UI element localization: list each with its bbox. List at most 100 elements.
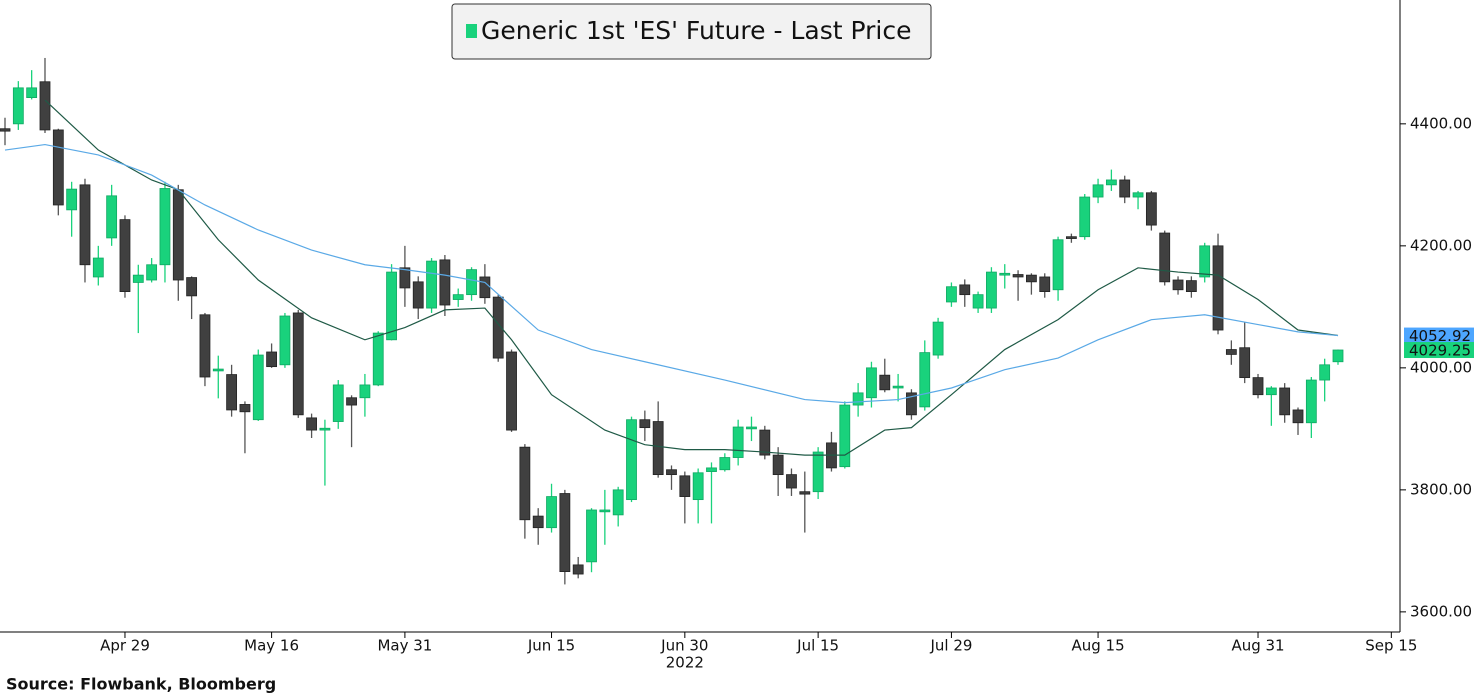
moving-average xyxy=(44,99,1339,456)
candle-body xyxy=(892,385,904,389)
candle-body xyxy=(612,489,624,516)
source: Source: Flowbank, Bloomberg xyxy=(6,675,276,694)
candle-body xyxy=(879,374,891,391)
candle-body xyxy=(1185,280,1197,292)
candle-body xyxy=(746,426,757,430)
candle-body xyxy=(319,427,331,431)
x-tick-label: Jun 30 xyxy=(660,637,708,655)
y-tick-label: 4200.00 xyxy=(1410,236,1472,254)
x-tick-label: Sep 15 xyxy=(1365,637,1417,655)
candle-body xyxy=(79,184,91,266)
candle-body xyxy=(132,274,144,283)
candle-body xyxy=(1052,239,1064,291)
candle-body xyxy=(186,277,198,297)
candle-body xyxy=(466,269,477,296)
candle-body xyxy=(852,392,864,406)
x-tick-label: Apr 29 xyxy=(100,637,150,655)
candle-body xyxy=(559,493,571,573)
candle-body xyxy=(572,564,584,575)
candle-body xyxy=(692,472,704,501)
last-value-box xyxy=(1404,342,1474,359)
candle-body xyxy=(1132,192,1144,198)
candle-body xyxy=(239,404,251,413)
candle-body xyxy=(786,474,797,489)
candle-body xyxy=(599,509,611,513)
candle-body xyxy=(772,454,784,476)
candle-body xyxy=(292,312,304,416)
candle-body xyxy=(226,374,238,411)
candle-body xyxy=(399,267,411,289)
candle-body xyxy=(1039,276,1051,292)
candle-body xyxy=(1012,274,1024,278)
x-tick-label: Jul 29 xyxy=(929,637,972,655)
candle-body xyxy=(452,294,464,300)
candle-body xyxy=(519,446,531,521)
candle-body xyxy=(1079,196,1091,238)
y-tick-label: 4000.00 xyxy=(1410,358,1472,376)
x-tick-label: Aug 31 xyxy=(1231,637,1284,655)
candle-body xyxy=(426,260,437,309)
candle-body xyxy=(1305,379,1317,424)
candle-body xyxy=(932,321,944,356)
candle-body xyxy=(1172,279,1184,291)
x-tick-label: May 16 xyxy=(244,637,299,655)
candle-body xyxy=(1026,274,1037,283)
y-tick-label: 3800.00 xyxy=(1410,480,1472,498)
last-value-box xyxy=(1404,327,1474,344)
candle-body xyxy=(959,284,971,296)
candle-body xyxy=(279,315,291,366)
x-tick-label: Jul 15 xyxy=(796,637,839,655)
last-value-label: 4052.92 xyxy=(1409,327,1471,345)
candle-body xyxy=(0,128,11,132)
candle-body xyxy=(946,286,957,303)
candle-body xyxy=(1292,409,1304,424)
candle-body xyxy=(479,276,491,299)
candle-body xyxy=(732,426,744,458)
candle-body xyxy=(866,367,877,399)
candle-body xyxy=(1332,349,1344,363)
moving-average xyxy=(4,143,1339,404)
y-tick-label: 4400.00 xyxy=(1410,114,1472,132)
candle-body xyxy=(1279,387,1291,416)
candle-body xyxy=(332,384,344,422)
candle-body xyxy=(439,259,451,306)
candle-body xyxy=(1225,349,1237,355)
candle-body xyxy=(26,87,38,99)
candle-body xyxy=(252,354,264,421)
x-tick-label: Jun 15 xyxy=(527,637,575,655)
candle-body xyxy=(799,491,811,495)
candle-body xyxy=(812,451,824,493)
candle-body xyxy=(986,271,997,309)
candle-body xyxy=(66,188,78,211)
candle-body xyxy=(1159,232,1171,283)
candle-body xyxy=(372,332,384,386)
candle-body xyxy=(546,496,557,529)
candle-body xyxy=(999,272,1011,276)
candle-body xyxy=(1265,387,1277,396)
legend-swatch xyxy=(466,24,477,38)
candle-body xyxy=(652,421,664,476)
candle-body xyxy=(1199,245,1211,278)
candle-body xyxy=(1319,364,1331,381)
candle-body xyxy=(1119,179,1131,198)
candle-body xyxy=(146,264,158,281)
candle-body xyxy=(586,509,597,563)
candle-body xyxy=(266,351,278,368)
candle-body xyxy=(92,257,104,278)
candle-body xyxy=(626,419,637,501)
y-tick-label: 3600.00 xyxy=(1410,602,1472,620)
candle-body xyxy=(906,392,917,416)
candle-body xyxy=(159,188,171,266)
candle-body xyxy=(306,417,317,431)
candle-body xyxy=(1212,245,1224,331)
candle-body xyxy=(386,271,397,341)
candle-body xyxy=(532,515,544,529)
candle-body xyxy=(666,469,677,476)
candle-body xyxy=(492,296,504,359)
legend-label: Generic 1st 'ES' Future - Last Price xyxy=(481,16,911,45)
candle-body xyxy=(679,475,691,497)
candle-body xyxy=(412,281,424,309)
candle-body xyxy=(172,189,184,281)
candle-body xyxy=(972,294,984,309)
candle-body xyxy=(212,368,224,372)
